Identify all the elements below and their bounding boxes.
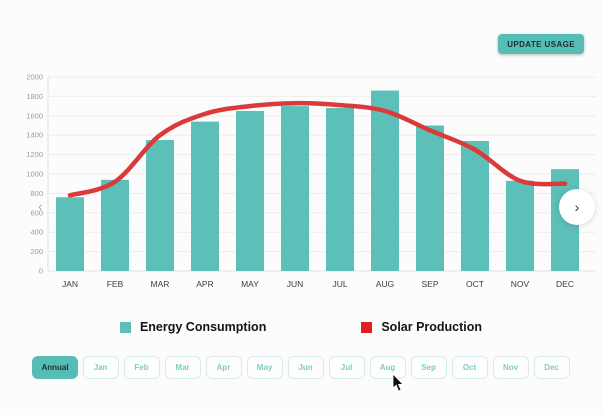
svg-text:JUN: JUN: [287, 279, 304, 289]
svg-text:OCT: OCT: [466, 279, 484, 289]
energy-consumption-bars: [56, 90, 579, 272]
svg-text:JAN: JAN: [62, 279, 78, 289]
svg-text:FEB: FEB: [107, 279, 124, 289]
filter-button-aug[interactable]: Aug: [369, 356, 406, 379]
bar-aug[interactable]: [371, 90, 399, 271]
legend: Energy Consumption Solar Production: [0, 320, 602, 334]
svg-text:400: 400: [30, 228, 43, 237]
svg-text:2000: 2000: [26, 73, 43, 82]
bar-jan[interactable]: [56, 197, 84, 271]
svg-text:NOV: NOV: [511, 279, 530, 289]
bar-jul[interactable]: [326, 108, 354, 271]
filter-button-feb[interactable]: Feb: [123, 356, 160, 379]
bar-mar[interactable]: [146, 140, 174, 271]
svg-text:SEP: SEP: [421, 279, 438, 289]
energy-chart: 0 200 400 600 800 1000 1200 1400 1600 1800 2000 JAN…: [26, 73, 596, 289]
bar-nov[interactable]: [506, 180, 534, 271]
update-usage-button[interactable]: UPDATE USAGE: [498, 34, 584, 54]
filter-button-mar[interactable]: Mar: [164, 356, 201, 379]
filter-button-nov[interactable]: Nov: [492, 356, 529, 379]
chevron-right-icon: ›: [574, 199, 580, 215]
legend-label: Solar Production: [381, 320, 483, 334]
svg-text:1000: 1000: [26, 170, 43, 179]
svg-text:1600: 1600: [26, 111, 43, 120]
svg-text:APR: APR: [196, 279, 213, 289]
svg-text:1800: 1800: [26, 92, 43, 101]
filter-bar: Annual Jan Feb Mar Apr May Jun Jul Aug Sep Oct Nov D…: [0, 356, 602, 379]
filter-button-jun[interactable]: Jun: [287, 356, 324, 379]
y-axis-labels: 0 200 400 600 800 1000 1200 1400 1600 1800 2000: [26, 73, 43, 276]
svg-text:AUG: AUG: [376, 279, 394, 289]
filter-button-jan[interactable]: Jan: [82, 356, 119, 379]
bar-oct[interactable]: [461, 141, 489, 271]
filter-button-jul[interactable]: Jul: [328, 356, 365, 379]
bar-feb[interactable]: [101, 179, 129, 271]
svg-text:1200: 1200: [26, 150, 43, 159]
solar-production-swatch: [361, 321, 373, 333]
filter-button-dec[interactable]: Dec: [533, 356, 570, 379]
svg-text:800: 800: [30, 189, 43, 198]
bar-jun[interactable]: [281, 106, 309, 271]
filter-button-sep[interactable]: Sep: [410, 356, 447, 379]
svg-text:1400: 1400: [26, 131, 43, 140]
chevron-left-icon[interactable]: ‹: [38, 198, 43, 214]
svg-text:MAY: MAY: [241, 279, 259, 289]
gridlines: [47, 76, 596, 272]
legend-item-solar-production[interactable]: Solar Production: [361, 320, 482, 334]
legend-item-energy-consumption[interactable]: Energy Consumption: [119, 320, 267, 334]
svg-text:DEC: DEC: [556, 279, 574, 289]
bar-may[interactable]: [236, 110, 264, 271]
legend-label: Energy Consumption: [139, 320, 267, 334]
carousel-next-button[interactable]: ›: [559, 189, 595, 225]
svg-text:JUL: JUL: [332, 279, 347, 289]
svg-text:600: 600: [30, 208, 43, 217]
solar-production-line: [67, 100, 568, 198]
filter-button-may[interactable]: May: [246, 356, 283, 379]
svg-text:200: 200: [30, 247, 43, 256]
filter-button-oct[interactable]: Oct: [451, 356, 488, 379]
filter-button-apr[interactable]: Apr: [205, 356, 242, 379]
filter-button-annual[interactable]: Annual: [32, 356, 78, 379]
x-axis-labels: JAN FEB MAR APR MAY JUN JUL AUG SEP OCT NOV DEC: [62, 279, 574, 289]
svg-text:0: 0: [39, 267, 43, 276]
svg-text:MAR: MAR: [151, 279, 170, 289]
bar-apr[interactable]: [191, 121, 219, 272]
energy-consumption-swatch: [119, 321, 131, 333]
bar-sep[interactable]: [416, 125, 444, 272]
